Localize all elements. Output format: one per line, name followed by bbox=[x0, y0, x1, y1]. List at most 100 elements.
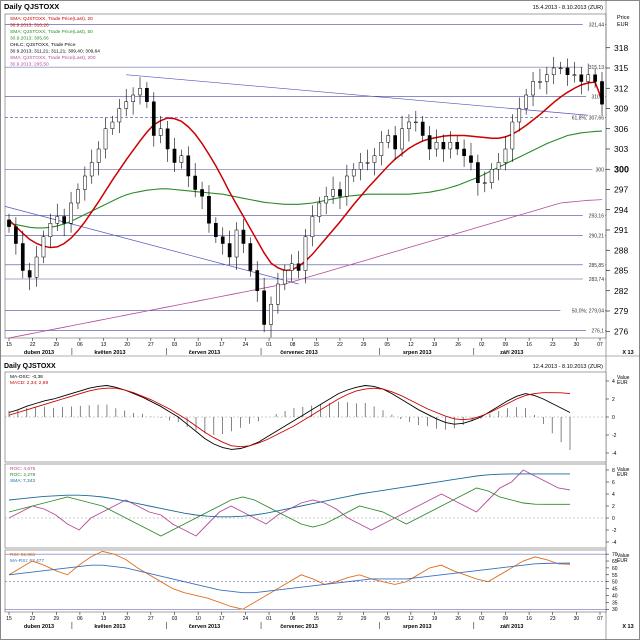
bottom-x-day-label: 27 bbox=[148, 616, 154, 622]
level-label-bg-1 bbox=[582, 63, 605, 71]
level-label-2: 310,8 bbox=[591, 94, 604, 100]
level-label-1: 315,13 bbox=[589, 65, 605, 71]
price-tick-label: 315 bbox=[614, 63, 628, 73]
bottom-x-month-label: červen 2013 bbox=[189, 624, 221, 630]
main-legend-entry: 30.9.2013; 310,26 bbox=[10, 23, 49, 29]
bottom-x-day-label: 01 bbox=[266, 616, 272, 622]
candle-body bbox=[358, 162, 363, 170]
candle-body bbox=[496, 162, 501, 170]
candle-body bbox=[193, 175, 198, 190]
main-legend-entry: 30.9.2013; 295,50 bbox=[10, 62, 49, 68]
candle-body bbox=[434, 142, 439, 150]
main-x-day-label: 08 bbox=[290, 342, 296, 348]
candle-body bbox=[220, 236, 225, 244]
level-label-0: 321,44 bbox=[589, 23, 605, 29]
bottom-x-day-label: 05 bbox=[384, 616, 390, 622]
candle-body bbox=[600, 81, 604, 105]
candle-body bbox=[20, 243, 25, 271]
candle-body bbox=[455, 142, 460, 150]
level-label-bg-9 bbox=[560, 306, 605, 314]
main-x-month-label: červenec 2013 bbox=[280, 350, 318, 356]
main-x-day-label: 29 bbox=[53, 342, 59, 348]
bottom-x-corner-label: X 13 bbox=[622, 624, 633, 630]
candle-body bbox=[510, 121, 515, 150]
candle-body bbox=[124, 101, 129, 109]
level-label-bg-7 bbox=[582, 260, 605, 268]
roc-tick-label: 6 bbox=[612, 480, 615, 486]
bottom-x-month-label: červenec 2013 bbox=[280, 624, 318, 630]
main-x-day-label: 17 bbox=[219, 342, 225, 348]
candle-body bbox=[96, 148, 101, 163]
candle-body bbox=[586, 74, 591, 82]
candle-body bbox=[110, 121, 115, 129]
candle-body bbox=[131, 94, 135, 102]
candle-body bbox=[544, 74, 549, 82]
candle-body bbox=[34, 256, 39, 278]
roc-value-unit: EUR bbox=[617, 472, 628, 478]
main-x-day-label: 23 bbox=[550, 342, 556, 348]
level-label-bg-0 bbox=[582, 20, 605, 28]
price-tick-label: 291 bbox=[614, 225, 628, 235]
trendline-upper bbox=[126, 74, 589, 116]
main-x-day-label: 13 bbox=[101, 342, 107, 348]
rsi-area bbox=[4, 549, 607, 613]
candle-body bbox=[538, 81, 542, 83]
level-label-7: 285,85 bbox=[589, 263, 605, 269]
candle-body bbox=[407, 121, 411, 129]
trendline-down bbox=[4, 206, 299, 285]
main-x-day-label: 27 bbox=[148, 342, 154, 348]
roc-tick-label: -4 bbox=[612, 540, 617, 546]
bottom-x-day-label: 15 bbox=[314, 616, 320, 622]
main-x-day-label: 15 bbox=[6, 342, 12, 348]
main-x-day-label: 22 bbox=[337, 342, 343, 348]
bottom-x-month-label: duben 2013 bbox=[24, 624, 54, 630]
price-unit-top: Price bbox=[617, 15, 630, 21]
macd-tick-label: -2 bbox=[612, 433, 617, 439]
candle-body bbox=[482, 182, 487, 184]
candle-body bbox=[338, 189, 342, 197]
candle-body bbox=[41, 236, 46, 258]
bottom-x-day-label: 09 bbox=[503, 616, 509, 622]
price-unit-bottom: EUR bbox=[617, 22, 629, 28]
level-label-5: 293,16 bbox=[589, 213, 605, 219]
candle-body bbox=[289, 263, 294, 271]
macd-legend-entry: MACD: 2,34; 2,69 bbox=[10, 380, 48, 386]
rsi-tick-label: 45 bbox=[612, 587, 618, 593]
candle-body bbox=[234, 229, 239, 258]
roc-area bbox=[4, 463, 607, 549]
candle-body bbox=[386, 135, 391, 143]
bottom-x-day-label: 22 bbox=[337, 616, 343, 622]
price-tick-label: 306 bbox=[614, 124, 628, 134]
candle-body bbox=[365, 162, 370, 164]
level-label-3: 61,8%; 307,66 bbox=[572, 116, 604, 122]
macd-tick-label: 0 bbox=[612, 415, 615, 421]
price-tick-label: 276 bbox=[614, 326, 628, 336]
roc-tick-label: 0 bbox=[612, 516, 615, 522]
bottom-x-day-label: 24 bbox=[243, 616, 249, 622]
main-legend-entry: OHLC; QJSTOXX, Trade Price bbox=[10, 42, 76, 48]
candle-body bbox=[55, 216, 60, 224]
bottom-x-day-label: 20 bbox=[124, 616, 130, 622]
bottom-x-day-label: 13 bbox=[101, 616, 107, 622]
candle-body bbox=[255, 270, 260, 291]
candle-body bbox=[27, 270, 32, 278]
candle-body bbox=[165, 128, 170, 150]
candle-body bbox=[462, 148, 466, 156]
main-x-day-label: 19 bbox=[432, 342, 438, 348]
candle-body bbox=[214, 223, 218, 237]
candle-body bbox=[179, 155, 184, 163]
bottom-x-day-label: 23 bbox=[550, 616, 556, 622]
candle-body bbox=[276, 283, 280, 305]
rsi-legend-entry: RSI: 62,661 bbox=[10, 552, 36, 558]
main-x-day-label: 29 bbox=[361, 342, 367, 348]
candle-body bbox=[269, 304, 273, 325]
main-x-day-label: 16 bbox=[526, 342, 532, 348]
candle-body bbox=[517, 108, 522, 123]
candle-body bbox=[103, 128, 108, 150]
main-x-day-label: 12 bbox=[408, 342, 414, 348]
main-x-day-label: 30 bbox=[574, 342, 580, 348]
bottom-x-month-label: srpen 2013 bbox=[403, 624, 432, 630]
main-x-month-label: duben 2013 bbox=[24, 350, 54, 356]
main-x-month-label: srpen 2013 bbox=[403, 350, 432, 356]
